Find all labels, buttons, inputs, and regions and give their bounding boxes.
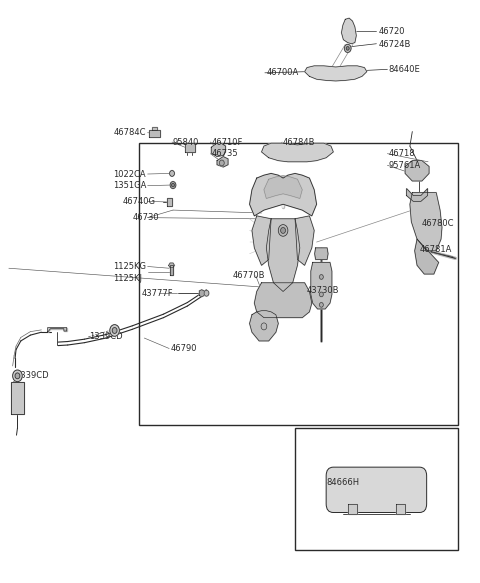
Text: 1339CD: 1339CD	[89, 332, 123, 342]
Text: 46740G: 46740G	[123, 197, 156, 206]
Circle shape	[170, 181, 176, 188]
Circle shape	[110, 325, 120, 336]
Text: 1022CA: 1022CA	[113, 170, 146, 178]
Text: 46718: 46718	[388, 149, 415, 158]
Text: 46730: 46730	[132, 213, 159, 222]
Circle shape	[15, 373, 20, 379]
Polygon shape	[295, 216, 314, 265]
FancyBboxPatch shape	[326, 467, 427, 512]
Polygon shape	[266, 219, 300, 292]
Circle shape	[320, 275, 323, 279]
Polygon shape	[305, 66, 367, 81]
Bar	[140, 143, 458, 425]
Text: 95761A: 95761A	[388, 161, 420, 170]
Polygon shape	[348, 504, 357, 514]
Text: 43777F: 43777F	[142, 289, 173, 298]
Polygon shape	[199, 290, 204, 297]
Circle shape	[219, 160, 224, 166]
Text: 1125KJ: 1125KJ	[113, 273, 142, 283]
Text: 84666H: 84666H	[326, 477, 359, 487]
Polygon shape	[407, 188, 428, 201]
Polygon shape	[211, 143, 226, 157]
Circle shape	[320, 303, 323, 307]
Circle shape	[204, 290, 209, 296]
Text: 46720: 46720	[379, 27, 405, 36]
Text: 46781A: 46781A	[420, 245, 452, 254]
Text: 46790: 46790	[170, 344, 197, 353]
Circle shape	[346, 47, 349, 50]
Polygon shape	[341, 18, 356, 44]
Text: 46724B: 46724B	[379, 40, 411, 50]
Circle shape	[169, 170, 174, 176]
Text: 1339CD: 1339CD	[15, 371, 48, 380]
Polygon shape	[167, 198, 172, 206]
Polygon shape	[405, 161, 429, 181]
Circle shape	[344, 44, 351, 52]
Polygon shape	[152, 127, 157, 130]
Text: 46784C: 46784C	[113, 128, 145, 137]
Polygon shape	[254, 283, 312, 318]
Circle shape	[12, 370, 22, 382]
Polygon shape	[217, 157, 228, 167]
Circle shape	[261, 323, 267, 330]
Text: 46770B: 46770B	[233, 271, 265, 280]
Circle shape	[281, 227, 286, 233]
Circle shape	[278, 224, 288, 236]
Text: 84640E: 84640E	[388, 65, 420, 74]
Polygon shape	[168, 263, 174, 268]
Polygon shape	[149, 130, 159, 137]
Bar	[295, 428, 458, 550]
Polygon shape	[264, 175, 302, 198]
Polygon shape	[311, 262, 332, 309]
Text: 43730B: 43730B	[307, 286, 339, 295]
Circle shape	[112, 328, 117, 333]
Circle shape	[171, 183, 174, 187]
Polygon shape	[170, 265, 173, 275]
Polygon shape	[250, 173, 317, 216]
Text: 1125KG: 1125KG	[113, 262, 146, 271]
Polygon shape	[252, 216, 271, 265]
Polygon shape	[396, 504, 405, 514]
Text: 46735: 46735	[211, 149, 238, 158]
Polygon shape	[415, 239, 439, 274]
Polygon shape	[410, 192, 442, 251]
Polygon shape	[262, 143, 333, 162]
Text: 46700A: 46700A	[266, 68, 299, 78]
Text: 46780C: 46780C	[422, 219, 455, 228]
Text: 95840: 95840	[173, 138, 199, 146]
Polygon shape	[11, 382, 24, 413]
Polygon shape	[48, 328, 67, 332]
Text: 46710F: 46710F	[211, 138, 243, 146]
Circle shape	[320, 292, 323, 297]
Polygon shape	[315, 248, 328, 259]
Polygon shape	[185, 143, 194, 152]
Text: 46784B: 46784B	[283, 138, 315, 146]
Polygon shape	[250, 311, 278, 341]
Text: 1351GA: 1351GA	[113, 181, 146, 190]
